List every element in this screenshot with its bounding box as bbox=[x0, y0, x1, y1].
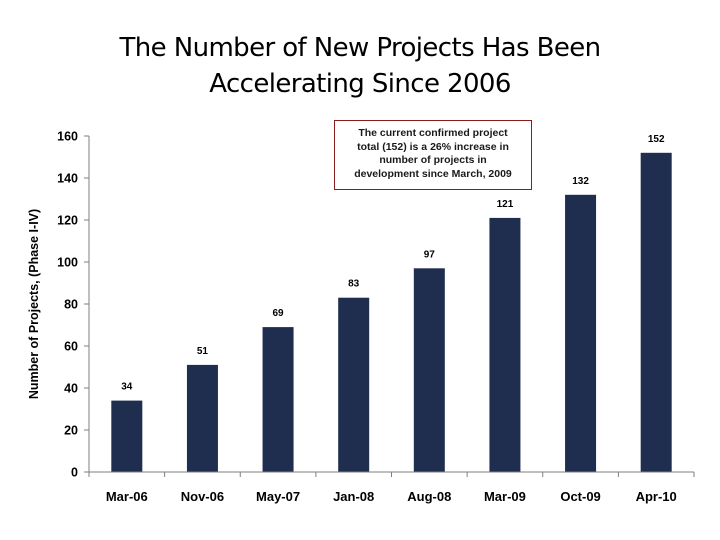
y-tick-label: 140 bbox=[57, 172, 78, 186]
data-label: 121 bbox=[497, 199, 514, 210]
data-label: 34 bbox=[121, 382, 133, 393]
callout-line: number of projects in bbox=[379, 154, 487, 166]
x-axis: Mar-06 Nov-06 May-07 Jan-08 Aug-08 Mar-09 Oct-… bbox=[88, 471, 695, 504]
slide-title: The Number of New Projects Has Been Acce… bbox=[0, 30, 720, 102]
x-category-label: Oct-09 bbox=[560, 489, 600, 504]
y-tick-label: 40 bbox=[64, 382, 78, 396]
bars bbox=[111, 152, 672, 473]
bar bbox=[338, 297, 370, 472]
x-category-label: Jan-08 bbox=[333, 489, 374, 504]
annotation-callout: The current confirmed project total (152… bbox=[334, 120, 532, 190]
x-category-label: Apr-10 bbox=[636, 489, 677, 504]
data-labels: 34 51 69 83 97 121 132 152 bbox=[121, 134, 665, 393]
callout-line: development since March, 2009 bbox=[354, 167, 512, 180]
data-label: 83 bbox=[348, 279, 360, 290]
x-category-label: Nov-06 bbox=[181, 489, 224, 504]
bar bbox=[111, 400, 143, 472]
data-label: 51 bbox=[197, 346, 209, 357]
y-tick-label: 120 bbox=[57, 214, 78, 228]
data-label: 97 bbox=[424, 249, 436, 260]
bar bbox=[262, 327, 294, 472]
data-label: 152 bbox=[648, 134, 665, 145]
bar bbox=[489, 217, 521, 472]
y-axis: 0 20 40 60 80 100 120 140 160 bbox=[57, 130, 90, 480]
data-label: 132 bbox=[572, 176, 589, 187]
x-category-label: May-07 bbox=[256, 489, 300, 504]
slide-title-line-1: The Number of New Projects Has Been bbox=[119, 33, 602, 63]
callout-line: total (152) is a 26% increase in bbox=[357, 140, 509, 153]
y-tick-label: 100 bbox=[57, 256, 78, 270]
x-category-label: Mar-09 bbox=[484, 489, 526, 504]
bar bbox=[565, 194, 597, 473]
y-tick-label: 20 bbox=[64, 424, 78, 438]
y-axis-title: Number of Projects, (Phase I-IV) bbox=[27, 209, 41, 399]
bar bbox=[186, 364, 218, 472]
data-label: 69 bbox=[273, 308, 285, 319]
y-tick-label: 160 bbox=[57, 130, 78, 144]
y-tick-label: 60 bbox=[64, 340, 78, 354]
callout-line: The current confirmed project bbox=[358, 127, 508, 139]
slide-title-line-2: Accelerating Since 2006 bbox=[209, 69, 511, 99]
x-category-label: Aug-08 bbox=[407, 489, 451, 504]
bar bbox=[413, 268, 445, 472]
y-tick-label: 0 bbox=[71, 466, 78, 480]
bar bbox=[640, 152, 672, 473]
x-category-label: Mar-06 bbox=[106, 489, 148, 504]
y-tick-label: 80 bbox=[64, 298, 78, 312]
